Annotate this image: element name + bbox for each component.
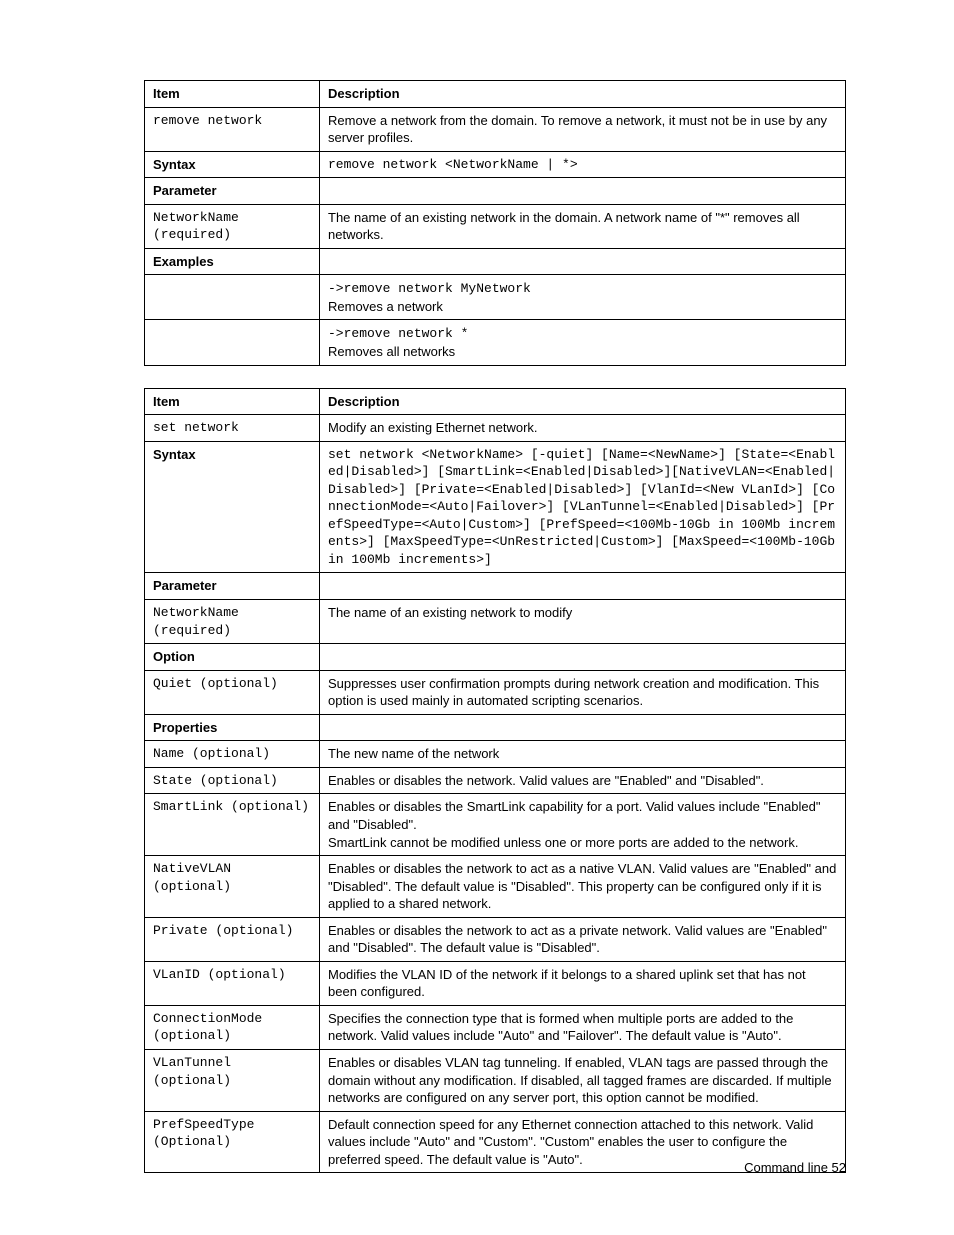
table-row: Syntax remove network <NetworkName | *> (145, 151, 846, 178)
param-networkname-desc: The name of an existing network to modif… (320, 600, 846, 644)
table1-header-item: Item (145, 81, 320, 108)
example2-cell: ->remove network * Removes all networks (320, 320, 846, 365)
table-row: ConnectionMode (optional) Specifies the … (145, 1005, 846, 1049)
empty-cell (320, 644, 846, 671)
table-row: Option (145, 644, 846, 671)
param-networkname: NetworkName (required) (145, 204, 320, 248)
table1-header-description: Description (320, 81, 846, 108)
prop-state-desc: Enables or disables the network. Valid v… (320, 767, 846, 794)
example1-desc: Removes a network (328, 299, 443, 314)
prop-name: Name (optional) (145, 741, 320, 768)
table-row: SmartLink (optional) Enables or disables… (145, 794, 846, 856)
table-row: Examples (145, 248, 846, 275)
set-network-table: Item Description set network Modify an e… (144, 388, 846, 1174)
table2-header-description: Description (320, 388, 846, 415)
table-row: ->remove network * Removes all networks (145, 320, 846, 365)
properties-label: Properties (145, 714, 320, 741)
page-footer: Command line 52 (744, 1160, 846, 1175)
table-row: VLanID (optional) Modifies the VLAN ID o… (145, 961, 846, 1005)
prop-vlantunnel: VLanTunnel (optional) (145, 1049, 320, 1111)
table-row: PrefSpeedType (Optional) Default connect… (145, 1111, 846, 1173)
syntax-value: set network <NetworkName> [-quiet] [Name… (328, 446, 837, 569)
prop-connectionmode-desc: Specifies the connection type that is fo… (320, 1005, 846, 1049)
table-row: Syntax set network <NetworkName> [-quiet… (145, 441, 846, 573)
empty-cell (145, 320, 320, 365)
param-networkname: NetworkName (required) (145, 600, 320, 644)
table-row: Properties (145, 714, 846, 741)
prop-vlanid-desc: Modifies the VLAN ID of the network if i… (320, 961, 846, 1005)
table1-header-row: Item Description (145, 81, 846, 108)
parameter-label: Parameter (145, 178, 320, 205)
empty-cell (320, 573, 846, 600)
prop-name-desc: The new name of the network (320, 741, 846, 768)
table-row: State (optional) Enables or disables the… (145, 767, 846, 794)
remove-network-desc: Remove a network from the domain. To rem… (320, 107, 846, 151)
option-label: Option (145, 644, 320, 671)
table-row: set network Modify an existing Ethernet … (145, 415, 846, 442)
table-row: Quiet (optional) Suppresses user confirm… (145, 670, 846, 714)
syntax-label: Syntax (145, 151, 320, 178)
empty-cell (145, 275, 320, 320)
set-network-cmd: set network (145, 415, 320, 442)
set-network-desc: Modify an existing Ethernet network. (320, 415, 846, 442)
example2-cmd: ->remove network * (328, 326, 468, 341)
prop-connectionmode: ConnectionMode (optional) (145, 1005, 320, 1049)
empty-cell (320, 248, 846, 275)
prop-smartlink: SmartLink (optional) (145, 794, 320, 856)
param-networkname-desc: The name of an existing network in the d… (320, 204, 846, 248)
prop-vlantunnel-desc: Enables or disables VLAN tag tunneling. … (320, 1049, 846, 1111)
prop-private: Private (optional) (145, 917, 320, 961)
table-row: remove network Remove a network from the… (145, 107, 846, 151)
example1-cmd: ->remove network MyNetwork (328, 281, 531, 296)
prop-nativevlan: NativeVLAN (optional) (145, 856, 320, 918)
prop-private-desc: Enables or disables the network to act a… (320, 917, 846, 961)
table-row: ->remove network MyNetwork Removes a net… (145, 275, 846, 320)
empty-cell (320, 714, 846, 741)
table-row: NativeVLAN (optional) Enables or disable… (145, 856, 846, 918)
remove-network-table: Item Description remove network Remove a… (144, 80, 846, 366)
table-row: Parameter (145, 178, 846, 205)
parameter-label: Parameter (145, 573, 320, 600)
syntax-value: remove network <NetworkName | *> (320, 151, 846, 178)
table-row: NetworkName (required) The name of an ex… (145, 204, 846, 248)
prop-vlanid: VLanID (optional) (145, 961, 320, 1005)
option-quiet: Quiet (optional) (145, 670, 320, 714)
examples-label: Examples (145, 248, 320, 275)
table-row: VLanTunnel (optional) Enables or disable… (145, 1049, 846, 1111)
remove-network-cmd: remove network (145, 107, 320, 151)
prop-prefspeedtype: PrefSpeedType (Optional) (145, 1111, 320, 1173)
example2-desc: Removes all networks (328, 344, 455, 359)
prop-state: State (optional) (145, 767, 320, 794)
table-row: Parameter (145, 573, 846, 600)
prop-smartlink-desc: Enables or disables the SmartLink capabi… (320, 794, 846, 856)
option-quiet-desc: Suppresses user confirmation prompts dur… (320, 670, 846, 714)
table-row: Private (optional) Enables or disables t… (145, 917, 846, 961)
empty-cell (320, 178, 846, 205)
table2-header-item: Item (145, 388, 320, 415)
syntax-cell: set network <NetworkName> [-quiet] [Name… (320, 441, 846, 573)
prop-nativevlan-desc: Enables or disables the network to act a… (320, 856, 846, 918)
example1-cell: ->remove network MyNetwork Removes a net… (320, 275, 846, 320)
syntax-label: Syntax (145, 441, 320, 573)
table-row: NetworkName (required) The name of an ex… (145, 600, 846, 644)
table2-header-row: Item Description (145, 388, 846, 415)
table-row: Name (optional) The new name of the netw… (145, 741, 846, 768)
